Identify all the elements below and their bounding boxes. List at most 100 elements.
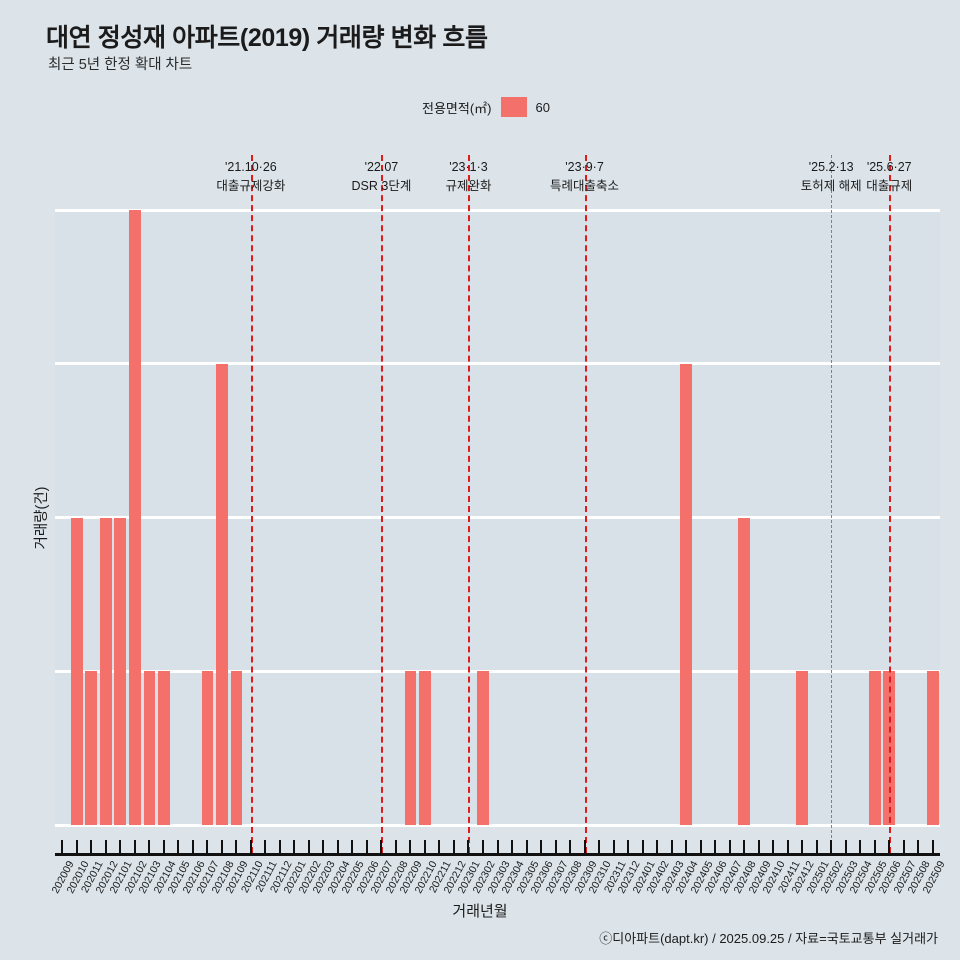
bars-layer	[55, 210, 940, 825]
x-tick-mark-202103	[148, 840, 151, 853]
x-tick-mark-202504	[859, 840, 862, 853]
x-tick-mark-202412	[801, 840, 804, 853]
bar-202108[interactable]	[216, 363, 228, 825]
bar-202302[interactable]	[477, 671, 489, 825]
annotation-202502: '25.2·13 토허제 해제	[801, 158, 862, 197]
x-tick-mark-202212	[452, 840, 455, 853]
gridline-3	[55, 362, 940, 366]
x-tick-mark-202405	[699, 840, 702, 853]
annotation-text-202301: 규제완화	[445, 179, 492, 194]
annotation-202301: '23·1·3 규제완화	[445, 158, 491, 197]
y-axis-label: 거래량(건)	[34, 485, 51, 550]
x-tick-mark-202401	[641, 840, 644, 853]
x-tick-mark-202012	[104, 840, 107, 853]
x-tick-mark-202301	[467, 840, 470, 853]
annotation-202110: '21.10·26 대출규제강화	[216, 158, 285, 197]
x-tick-mark-202411	[786, 840, 789, 853]
x-tick-mark-202305	[525, 840, 528, 853]
gridline-4	[55, 208, 940, 212]
x-tick-mark-202307	[554, 840, 557, 853]
annotation-text-202110: 대출규제강화	[216, 179, 286, 194]
annotation-date-202207: '22.07	[364, 160, 399, 174]
x-tick-mark-202210	[423, 840, 426, 853]
x-tick-mark-202501	[815, 840, 818, 853]
bar-202408[interactable]	[738, 517, 750, 825]
chart-title: 대연 정성재 아파트(2019) 거래량 변화 흐름	[46, 24, 488, 52]
bar-202412[interactable]	[796, 671, 808, 825]
x-tick-mark-202111	[264, 840, 267, 853]
legend-title: 전용면적(㎡)	[422, 100, 492, 116]
x-tick-mark-202505	[873, 840, 876, 853]
x-tick-mark-202309	[583, 840, 586, 853]
bar-202010[interactable]	[70, 517, 83, 825]
bar-202210[interactable]	[419, 671, 431, 825]
x-tick-mark-202308	[569, 840, 572, 853]
annotation-line-202301	[468, 155, 471, 853]
bar-202102[interactable]	[128, 210, 141, 825]
bar-202103[interactable]	[143, 671, 156, 825]
x-tick-mark-202303	[496, 840, 499, 853]
x-tick-mark-202207	[380, 840, 383, 853]
x-tick-mark-202312	[627, 840, 630, 853]
annotation-date-202301: '23·1·3	[449, 160, 488, 174]
x-tick-mark-202203	[322, 840, 325, 853]
x-tick-mark-202101	[119, 840, 122, 853]
bar-202506[interactable]	[883, 671, 895, 825]
annotation-text-202502: 토허제 해제	[800, 179, 862, 194]
legend-swatch-60[interactable]	[500, 97, 527, 117]
bar-202107[interactable]	[201, 671, 214, 825]
annotation-text-202207: DSR 3단계	[351, 179, 412, 194]
annotation-line-202502	[831, 155, 833, 853]
x-tick-mark-202206	[365, 840, 368, 853]
annotation-line-202506	[889, 155, 892, 853]
x-tick-mark-202102	[133, 840, 136, 853]
x-tick-mark-202209	[409, 840, 412, 853]
annotation-date-202506: '25.6·27	[866, 160, 912, 174]
bar-202011[interactable]	[85, 671, 98, 825]
x-tick-mark-202011	[90, 840, 93, 853]
x-tick-mark-202408	[743, 840, 746, 853]
bar-202404[interactable]	[680, 363, 692, 825]
annotation-202506: '25.6·27 대출규제	[866, 158, 912, 197]
x-tick-mark-202409	[757, 840, 760, 853]
annotation-line-202207	[381, 155, 384, 853]
bar-202109[interactable]	[230, 671, 243, 825]
annotation-202309: '23·9·7 특례대출축소	[550, 158, 619, 197]
x-tick-mark-202502	[830, 840, 833, 853]
x-axis-label: 거래년월	[452, 903, 508, 920]
x-axis-line	[55, 853, 940, 856]
plot-area: 거래량(건) 01234	[34, 155, 940, 853]
bar-202101[interactable]	[114, 517, 127, 825]
x-tick-mark-202110	[249, 840, 252, 853]
x-tick-mark-202506	[888, 840, 891, 853]
bar-202209[interactable]	[404, 671, 417, 825]
bar-202012[interactable]	[99, 517, 112, 825]
x-tick-mark-202311	[612, 840, 615, 853]
legend: 전용면적(㎡) 60	[422, 97, 550, 117]
x-tick-mark-202404	[685, 840, 688, 853]
x-tick-mark-202302	[481, 840, 484, 853]
annotation-text-202506: 대출규제	[866, 179, 913, 194]
annotation-date-202502: '25.2·13	[808, 160, 854, 174]
x-tick-mark-202507	[902, 840, 905, 853]
bar-202505[interactable]	[868, 671, 881, 825]
annotation-lines-layer	[55, 155, 940, 853]
x-tick-mark-202108	[220, 840, 223, 853]
gridline-1	[55, 669, 940, 673]
annotation-date-202309: '23·9·7	[565, 160, 604, 174]
x-tick-mark-202306	[540, 840, 543, 853]
x-tick-mark-202105	[177, 840, 180, 853]
x-tick-mark-202208	[394, 840, 397, 853]
x-tick-mark-202107	[206, 840, 209, 853]
x-tick-mark-202010	[75, 840, 78, 853]
bar-202509[interactable]	[926, 671, 939, 825]
x-tick-mark-202310	[598, 840, 601, 853]
x-tick-mark-202009	[61, 840, 64, 853]
x-tick-mark-202304	[511, 840, 513, 853]
x-tick-mark-202403	[670, 840, 673, 853]
bar-202104[interactable]	[158, 671, 170, 825]
annotation-line-202110	[250, 155, 253, 853]
x-tick-mark-202201	[293, 840, 296, 853]
x-tick-mark-202407	[728, 840, 731, 853]
